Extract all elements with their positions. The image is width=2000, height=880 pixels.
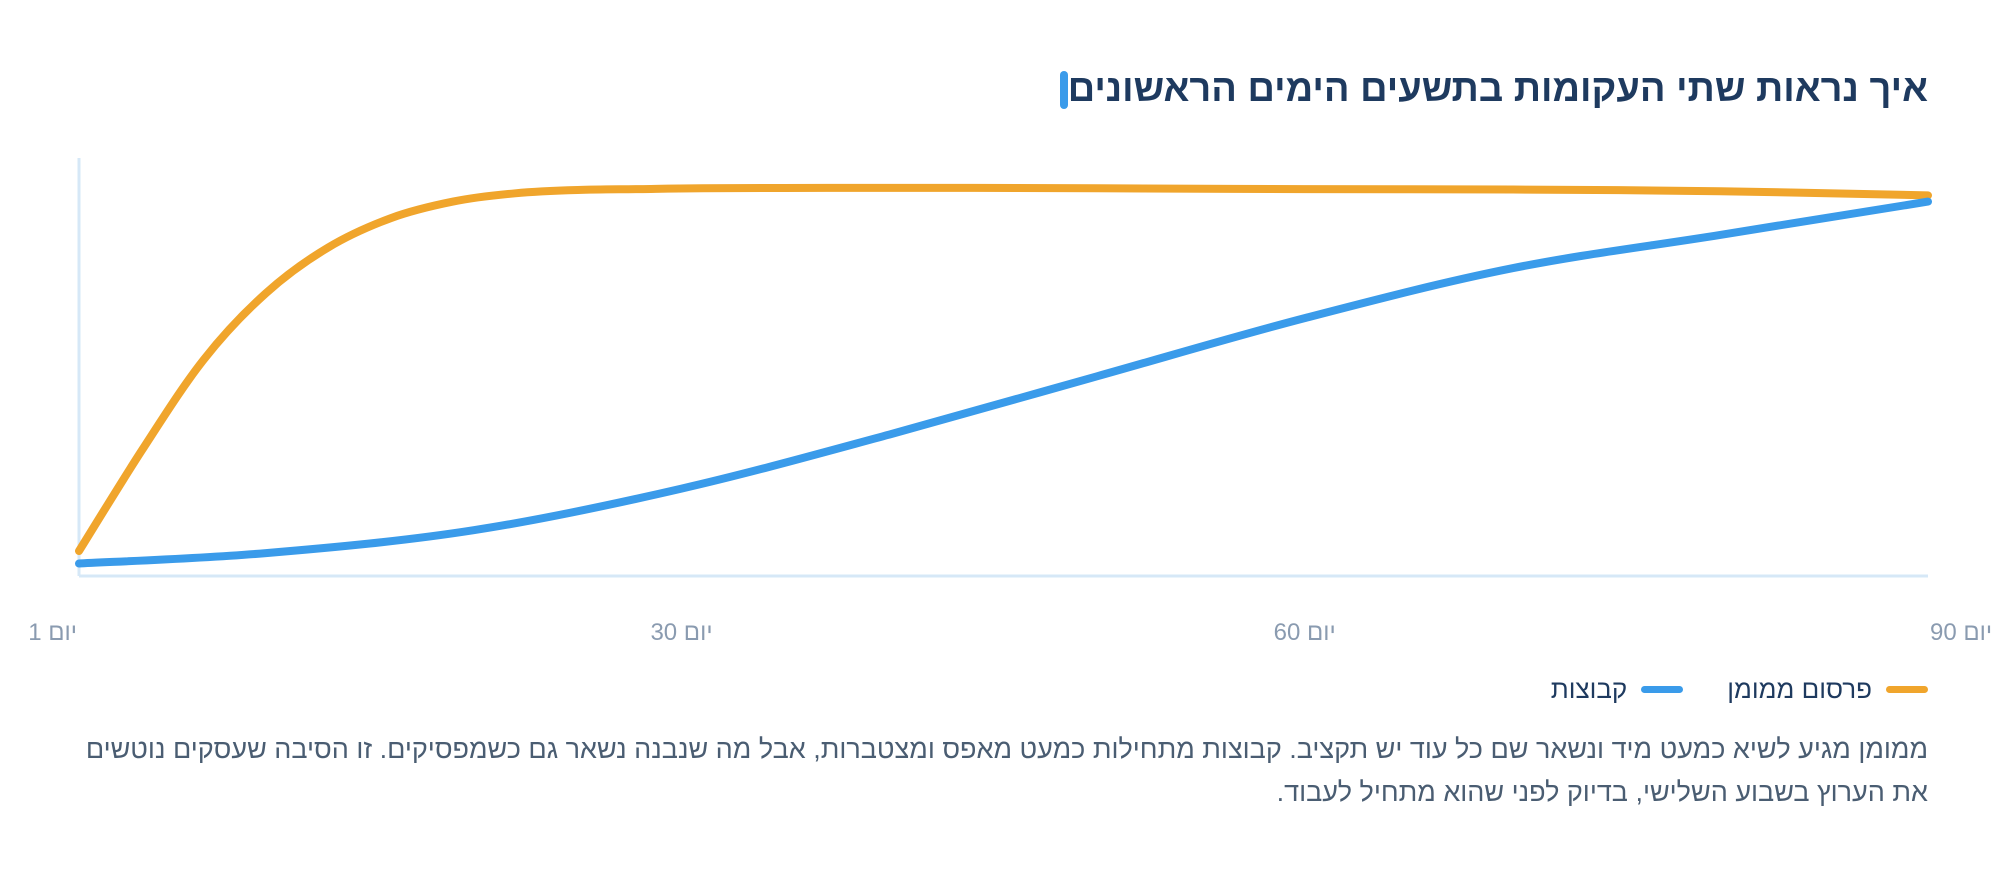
line-chart: יום 1 יום 30 יום 60 יום 90 xyxy=(28,158,1992,646)
legend-label-paid: פרסום ממומן xyxy=(1727,674,1872,704)
chart-caption: ממומן מגיע לשיא כמעט מיד ונשאר שם כל עוד… xyxy=(85,734,1928,807)
series-line-paid xyxy=(75,183,1932,555)
legend-item-paid: פרסום ממומן xyxy=(1727,674,1928,705)
legend-swatch-groups xyxy=(1641,686,1684,693)
series-line-groups xyxy=(75,197,1932,568)
chart-title: איך נראות שתי העקומות בתשעים הימים הראשו… xyxy=(1067,68,1928,110)
x-tick-label-1: יום 1 xyxy=(28,619,77,646)
legend-swatch-paid xyxy=(1886,686,1928,693)
x-tick-label-30: יום 30 xyxy=(650,619,712,646)
legend-item-groups: קבוצות xyxy=(1551,674,1684,705)
x-tick-label-90: יום 90 xyxy=(1930,619,1992,646)
x-tick-label-60: יום 60 xyxy=(1274,619,1336,646)
legend-label-groups: קבוצות xyxy=(1550,674,1628,704)
chart-legend: פרסום ממומן קבוצות xyxy=(1507,674,1928,705)
title-accent-bar xyxy=(1059,70,1068,109)
chart-header: איך נראות שתי העקומות בתשעים הימים הראשו… xyxy=(1042,68,1928,111)
